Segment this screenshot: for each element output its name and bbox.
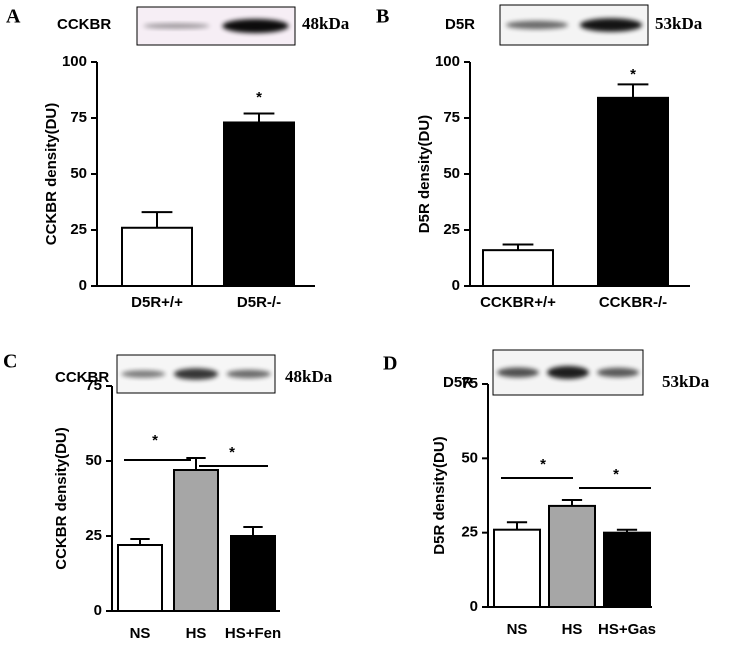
y-tick-label: 75 xyxy=(70,109,87,126)
blot-label: D5R xyxy=(443,374,473,391)
y-tick-label: 0 xyxy=(452,277,460,294)
annotation: * xyxy=(540,456,546,473)
blot-band xyxy=(173,368,219,380)
y-tick-label: 25 xyxy=(85,527,102,544)
x-tick-label: D5R+/+ xyxy=(131,294,183,311)
bar xyxy=(603,531,651,609)
blot-band xyxy=(226,369,271,379)
blot-label: D5R xyxy=(445,16,475,33)
blot-band xyxy=(143,23,210,29)
blot-label: CCKBR xyxy=(57,16,111,33)
y-tick-label: 100 xyxy=(435,53,460,70)
bar xyxy=(482,249,554,288)
blot-label: CCKBR xyxy=(55,369,109,386)
bar xyxy=(548,504,596,609)
annotation: * xyxy=(256,89,262,106)
bar xyxy=(121,226,193,287)
annotation: * xyxy=(229,444,235,461)
blot-size: 48kDa xyxy=(285,367,333,386)
x-tick-label: CCKBR-/- xyxy=(599,294,667,311)
y-tick-label: 25 xyxy=(461,524,478,541)
y-axis-label: CCKBR density(DU) xyxy=(43,103,60,246)
x-tick-label: HS xyxy=(562,621,583,638)
blot-band xyxy=(121,370,166,378)
y-tick-label: 50 xyxy=(461,449,478,466)
blot-band xyxy=(547,366,589,379)
bar xyxy=(223,121,295,288)
y-tick-label: 0 xyxy=(94,602,102,619)
blot-band xyxy=(222,19,289,33)
annotation: * xyxy=(613,466,619,483)
blot-band xyxy=(597,367,639,378)
x-tick-label: CCKBR+/+ xyxy=(480,294,556,311)
y-tick-label: 50 xyxy=(85,452,102,469)
y-tick-label: 25 xyxy=(70,221,87,238)
annotation: * xyxy=(630,66,636,83)
x-tick-label: D5R-/- xyxy=(237,294,281,311)
y-tick-label: 75 xyxy=(443,109,460,126)
bar xyxy=(173,469,219,612)
y-tick-label: 50 xyxy=(443,165,460,182)
blot-band xyxy=(497,367,539,378)
x-tick-label: HS xyxy=(186,625,207,642)
x-tick-label: NS xyxy=(507,621,528,638)
y-tick-label: 25 xyxy=(443,221,460,238)
blot-band xyxy=(579,18,643,32)
x-tick-label: HS+Gas xyxy=(598,621,656,638)
y-tick-label: 100 xyxy=(62,53,87,70)
y-axis-label: D5R density(DU) xyxy=(416,115,433,233)
panel-letter: C xyxy=(3,351,17,373)
bar xyxy=(117,544,163,612)
panel-letter: A xyxy=(6,6,21,28)
panel-letter: B xyxy=(376,6,389,28)
y-tick-label: 0 xyxy=(470,598,478,615)
blot-size: 48kDa xyxy=(302,14,350,33)
blot-band xyxy=(505,20,569,30)
y-tick-label: 50 xyxy=(70,165,87,182)
bar xyxy=(493,528,541,609)
x-tick-label: HS+Fen xyxy=(225,625,281,642)
blot-size: 53kDa xyxy=(662,372,710,391)
y-tick-label: 75 xyxy=(461,375,478,392)
bar xyxy=(230,535,276,612)
x-tick-label: NS xyxy=(130,625,151,642)
bar xyxy=(597,96,669,287)
blot-size: 53kDa xyxy=(655,14,703,33)
y-tick-label: 0 xyxy=(79,277,87,294)
y-tick-label: 75 xyxy=(85,377,102,394)
panel-letter: D xyxy=(383,353,397,375)
annotation: * xyxy=(152,432,158,449)
y-axis-label: CCKBR density(DU) xyxy=(53,427,70,570)
y-axis-label: D5R density(DU) xyxy=(431,436,448,554)
